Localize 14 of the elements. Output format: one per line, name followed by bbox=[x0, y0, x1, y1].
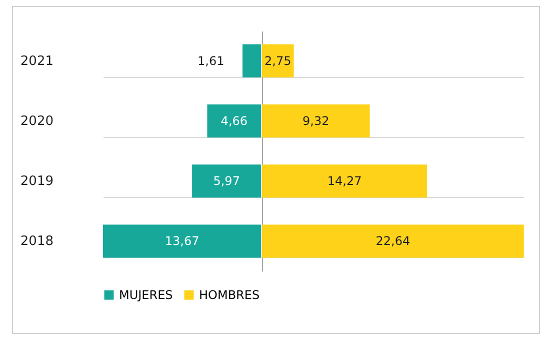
y-tick-label: 2020 bbox=[20, 114, 54, 129]
legend-label: HOMBRES bbox=[199, 288, 260, 302]
data-label: 4,66 bbox=[220, 114, 248, 128]
data-label: 9,32 bbox=[302, 114, 330, 128]
data-label: 2,75 bbox=[264, 54, 292, 68]
data-label: 1,61 bbox=[198, 54, 224, 68]
data-label: 13,67 bbox=[164, 234, 200, 248]
data-label: 22,64 bbox=[376, 234, 410, 248]
y-tick-label: 2021 bbox=[20, 54, 54, 69]
y-tick-label: 2019 bbox=[20, 174, 54, 190]
data-label: 5,97 bbox=[213, 174, 240, 188]
legend-label: MUJERES bbox=[119, 288, 173, 302]
data-label: 14,27 bbox=[327, 174, 362, 188]
y-tick-label: 2018 bbox=[20, 234, 54, 250]
